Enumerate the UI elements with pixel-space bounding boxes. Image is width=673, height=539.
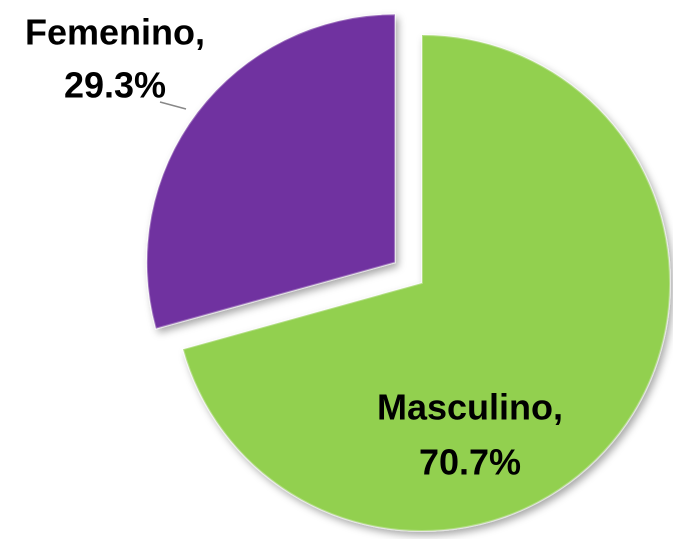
leader-line	[159, 101, 187, 110]
slice-value-label: 70.7%	[419, 442, 521, 483]
pie-slice	[145, 13, 396, 330]
slice-category-label: Masculino,	[377, 387, 563, 428]
slice-category-label: Femenino,	[25, 12, 205, 53]
pie-slice	[181, 33, 671, 532]
slice-value-label: 29.3%	[64, 65, 166, 106]
